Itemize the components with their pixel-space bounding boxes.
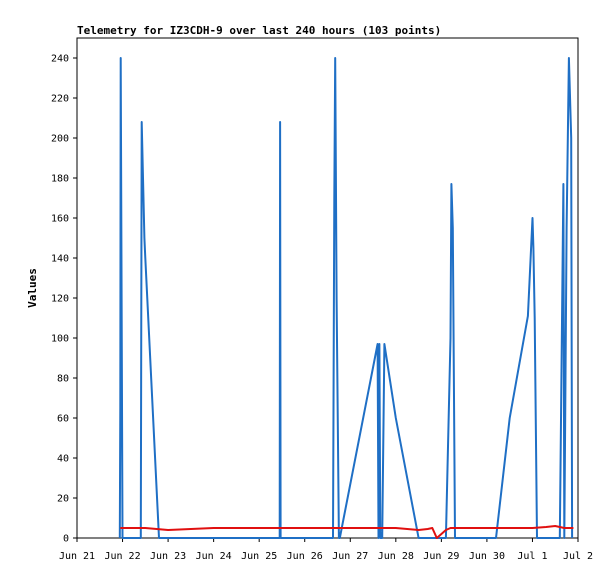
y-tick-label: 40 bbox=[57, 454, 69, 465]
series-line-1 bbox=[118, 57, 574, 539]
x-tick-label: Jun 25 bbox=[241, 551, 277, 562]
y-tick-label: 160 bbox=[51, 214, 69, 225]
plot-frame bbox=[76, 37, 579, 539]
x-tick-label: Jun 22 bbox=[104, 551, 140, 562]
x-tick-label: Jul 2 bbox=[563, 551, 593, 562]
y-tick-label: 200 bbox=[51, 134, 69, 145]
series-line-2 bbox=[120, 525, 574, 539]
y-tick-label: 0 bbox=[63, 534, 69, 545]
x-tick-label: Jun 21 bbox=[59, 551, 95, 562]
y-tick-label: 140 bbox=[51, 254, 69, 265]
series-group bbox=[118, 57, 574, 539]
y-axis-label: Values bbox=[26, 268, 39, 308]
y-tick-label: 180 bbox=[51, 174, 69, 185]
x-tick-label: Jun 29 bbox=[423, 551, 459, 562]
y-tick-label: 120 bbox=[51, 294, 69, 305]
x-tick-label: Jun 23 bbox=[150, 551, 186, 562]
x-tick-label: Jul 1 bbox=[517, 551, 547, 562]
y-tick-label: 240 bbox=[51, 54, 69, 65]
y-tick-label: 20 bbox=[57, 494, 69, 505]
y-tick-label: 220 bbox=[51, 94, 69, 105]
x-tick-label: Jun 28 bbox=[378, 551, 414, 562]
y-tick-label: 80 bbox=[57, 374, 69, 385]
x-tick-label: Jun 26 bbox=[287, 551, 323, 562]
chart-title: Telemetry for IZ3CDH-9 over last 240 hou… bbox=[77, 24, 441, 37]
x-tick-label: Jun 27 bbox=[332, 551, 368, 562]
x-tick-label: Jun 30 bbox=[469, 551, 505, 562]
y-tick-label: 100 bbox=[51, 334, 69, 345]
x-tick-label: Jun 24 bbox=[196, 551, 232, 562]
y-axis: 0 20 40 60 80 100 120 140 160 180 200 220 240 bbox=[51, 54, 77, 545]
x-axis: Jun 21 Jun 22 Jun 23 Jun 24 Jun 25 Jun 26 Jun … bbox=[59, 538, 593, 562]
y-tick-label: 60 bbox=[57, 414, 69, 425]
